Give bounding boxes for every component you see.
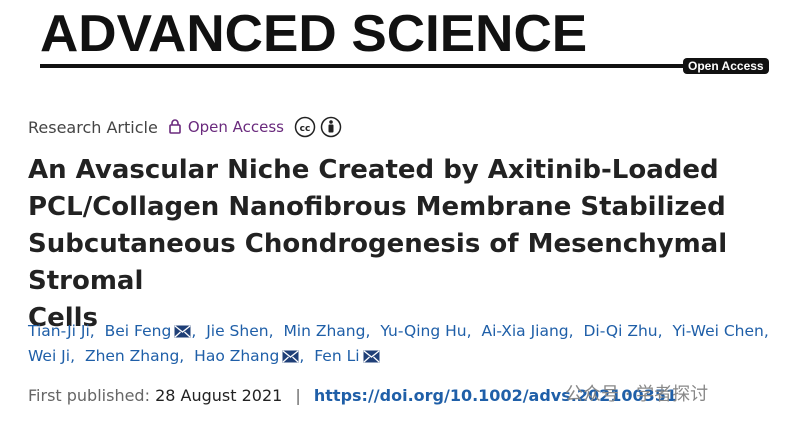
article-type: Research Article bbox=[28, 117, 158, 137]
published-date: 28 August 2021 bbox=[155, 386, 283, 405]
email-icon[interactable] bbox=[363, 350, 380, 363]
author-name[interactable]: Jie Shen bbox=[206, 322, 269, 340]
open-access-label[interactable]: Open Access bbox=[168, 118, 284, 136]
separator: , bbox=[657, 322, 663, 340]
author-name[interactable]: Fen Li bbox=[314, 347, 360, 365]
author: Di-Qi Zhu, bbox=[583, 322, 667, 340]
author-name[interactable]: Hao Zhang bbox=[194, 347, 280, 365]
author-name[interactable]: Tian-Ji Ji bbox=[28, 322, 90, 340]
author-name[interactable]: Zhen Zhang bbox=[84, 347, 180, 365]
author: Zhen Zhang, bbox=[85, 347, 189, 365]
svg-text:cc: cc bbox=[300, 124, 311, 134]
author: Tian-Ji Ji, bbox=[28, 322, 100, 340]
title-line: PCL/Collagen Nanofibrous Membrane Stabil… bbox=[28, 192, 726, 222]
separator: , bbox=[466, 322, 472, 340]
author: Hao Zhang, bbox=[194, 347, 309, 365]
email-icon[interactable] bbox=[282, 350, 299, 363]
author-name[interactable]: Min Zhang bbox=[283, 322, 366, 340]
separator: , bbox=[365, 322, 371, 340]
separator: , bbox=[568, 322, 574, 340]
author: Jie Shen, bbox=[206, 322, 278, 340]
title-line: Cells bbox=[28, 303, 99, 333]
publication-info: First published: 28 August 2021 | https:… bbox=[28, 386, 677, 405]
author-name[interactable]: Bei Feng bbox=[104, 322, 172, 340]
article-title: An Avascular Niche Created by Axitinib-L… bbox=[28, 152, 807, 337]
separator: | bbox=[295, 386, 301, 405]
separator: , bbox=[299, 347, 305, 365]
watermark: 公众号 · 学者探讨 bbox=[565, 384, 709, 405]
author: Fen Li bbox=[314, 347, 380, 365]
doi-link[interactable]: https://doi.org/10.1002/advs.202100351 bbox=[313, 386, 678, 405]
author: Yu-Qing Hu, bbox=[380, 322, 476, 340]
author: Ai-Xia Jiang, bbox=[481, 322, 578, 340]
open-access-badge: Open Access bbox=[683, 58, 769, 74]
author-list: Tian-Ji Ji, Bei Feng, Jie Shen, Min Zhan… bbox=[28, 319, 788, 369]
separator: , bbox=[89, 322, 95, 340]
license-icons[interactable]: cc bbox=[294, 116, 344, 138]
separator: , bbox=[70, 347, 76, 365]
email-icon[interactable] bbox=[174, 325, 191, 338]
published-label: First published: bbox=[28, 386, 150, 405]
article-meta-row: Research Article Open Access cc bbox=[28, 116, 344, 138]
separator: , bbox=[268, 322, 274, 340]
header-rule bbox=[40, 64, 685, 68]
author: Bei Feng, bbox=[105, 322, 202, 340]
author-name[interactable]: Ai-Xia Jiang bbox=[481, 322, 569, 340]
title-line: An Avascular Niche Created by Axitinib-L… bbox=[28, 155, 719, 185]
journal-name: ADVANCED SCIENCE bbox=[40, 5, 588, 63]
author-name[interactable]: Di-Qi Zhu bbox=[583, 322, 658, 340]
open-access-text: Open Access bbox=[187, 118, 284, 136]
title-line: Subcutaneous Chondrogenesis of Mesenchym… bbox=[28, 229, 728, 296]
author-name[interactable]: Yi-Wei Chen bbox=[672, 322, 764, 340]
author-name[interactable]: Wei Ji bbox=[28, 347, 71, 365]
author: Wei Ji, bbox=[28, 347, 80, 365]
separator: , bbox=[191, 322, 197, 340]
author: Min Zhang, bbox=[283, 322, 375, 340]
separator: , bbox=[179, 347, 185, 365]
lock-icon bbox=[169, 119, 181, 134]
author: Yi-Wei Chen, bbox=[672, 322, 773, 340]
separator: , bbox=[763, 322, 769, 340]
author-name[interactable]: Yu-Qing Hu bbox=[380, 322, 467, 340]
